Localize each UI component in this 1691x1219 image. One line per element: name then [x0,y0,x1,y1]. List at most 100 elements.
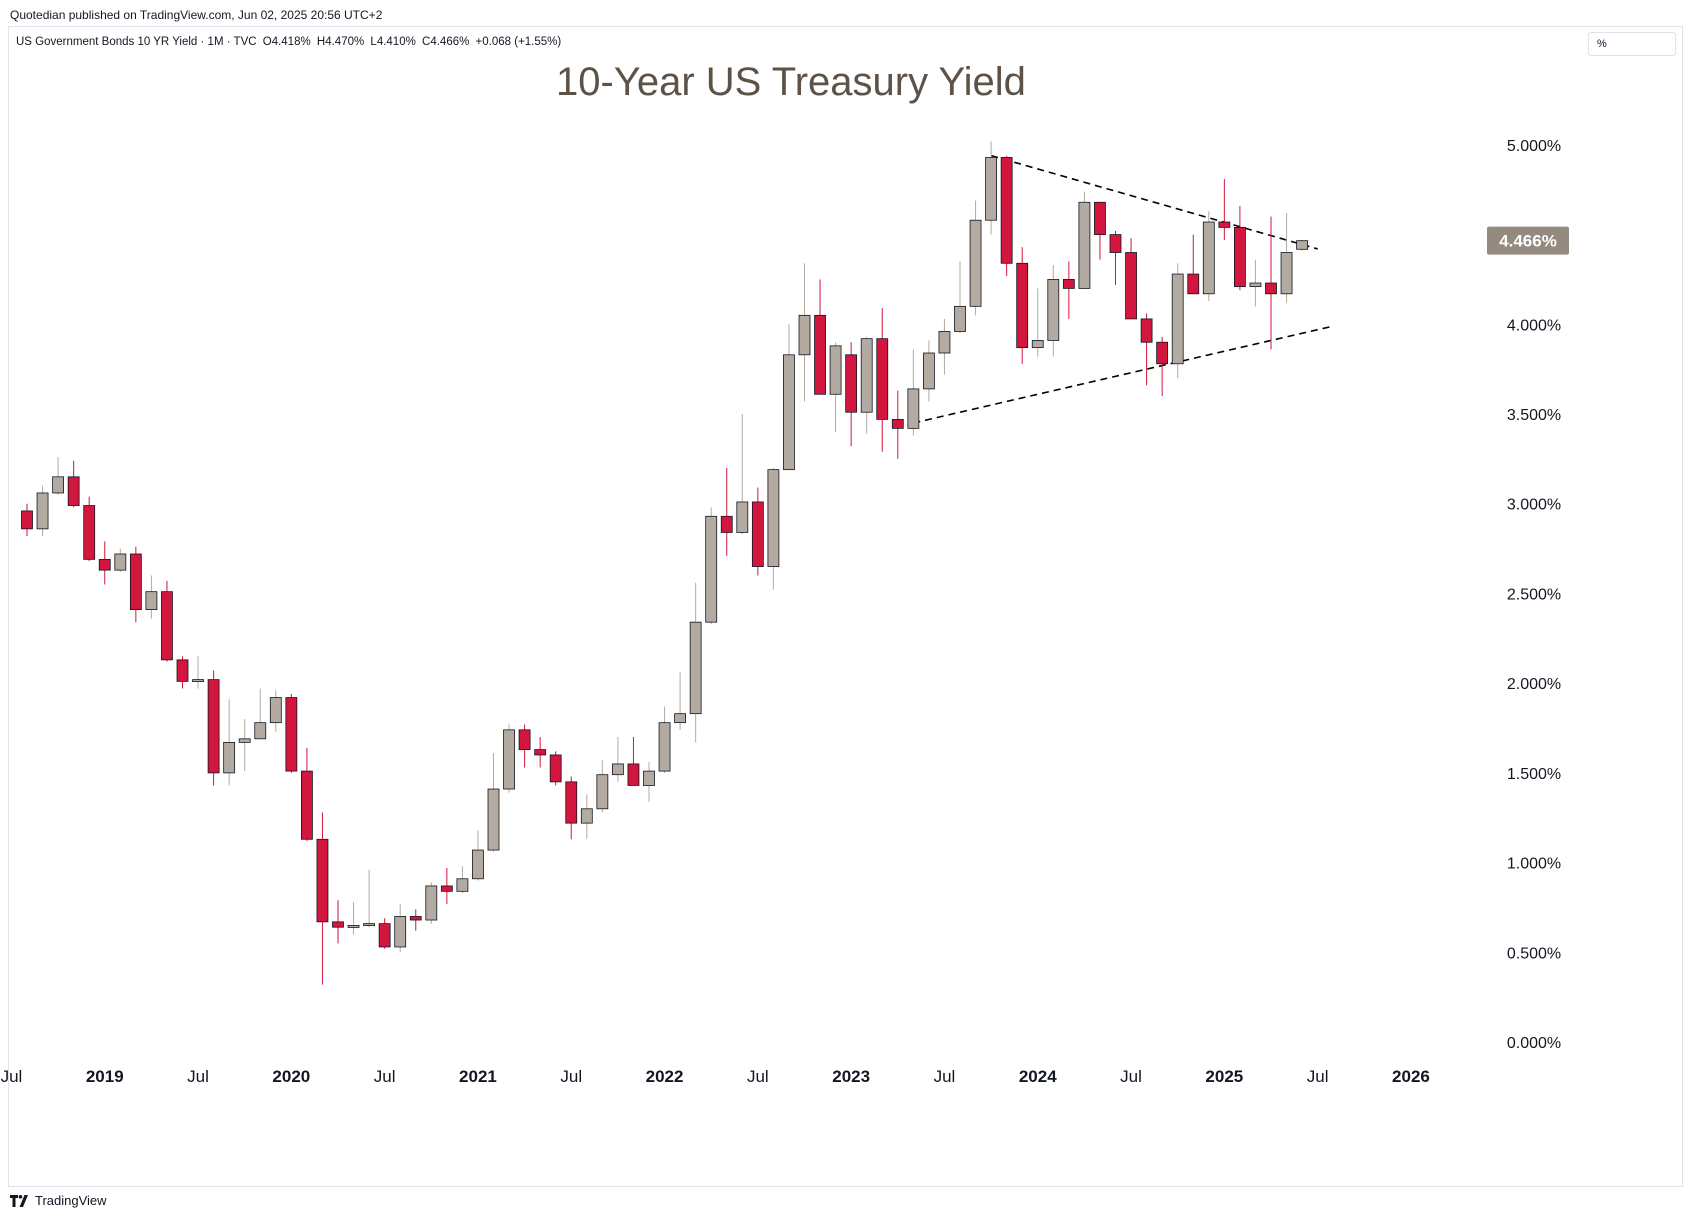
candle [658,706,671,773]
price-axis[interactable]: 5.000%4.500%4.000%3.500%3.000%2.500%2.00… [1507,138,1561,1052]
candle-body [52,476,64,494]
candle [767,467,780,590]
chart-title: 10-Year US Treasury Yield [556,60,1026,104]
candle-body [689,621,702,715]
candle [736,414,749,535]
y-tick-label: 0.500% [1507,945,1561,962]
candle [907,349,920,436]
candle [938,318,951,375]
candle-body [114,553,127,571]
y-tick-label: 1.000% [1507,856,1561,873]
candle [176,656,189,689]
candle-body [176,659,189,682]
candle [1109,230,1122,285]
ohlc-open: O4.418% [262,36,311,48]
candle-body [1078,201,1091,289]
candle [814,279,826,395]
candle [751,487,764,576]
candle-body [627,763,640,786]
candle [985,141,997,235]
candle-body [798,314,811,356]
candle-body [767,469,780,567]
symbol-name[interactable]: US Government Bonds 10 YR Yield · 1M · T… [16,36,257,48]
candle-body [891,419,904,429]
price-unit-toggle[interactable]: % [1588,32,1676,56]
candle-body [985,157,997,221]
candle [67,460,80,508]
x-tick-label: 2021 [459,1067,497,1086]
candle-body [814,314,826,395]
candle-body [83,505,96,560]
candle-body [1171,273,1184,365]
candle-body [129,553,142,611]
y-tick-label: 2.000% [1507,676,1561,693]
y-tick-label: 5.000% [1507,138,1561,155]
candle [1218,178,1231,240]
y-tick-label: 2.500% [1507,586,1561,603]
candle-body [860,338,873,413]
candle-body [487,788,500,851]
candle [954,261,966,334]
candle [798,263,811,402]
candle [456,866,469,894]
candle [1016,247,1029,364]
candle [1249,259,1262,307]
candle-body [1016,262,1029,349]
symbol-info-bar: US Government Bonds 10 YR Yield · 1M · T… [16,36,564,48]
candle-body [923,352,935,390]
candle [425,882,438,924]
candle-body [518,729,531,750]
candle-body [300,770,313,840]
candle-body [565,781,578,824]
candle-body [580,808,593,824]
candle-body [1031,340,1044,349]
candle [503,724,515,793]
candle-body [472,849,484,880]
candle-body [285,697,298,772]
candle-body [98,558,111,571]
candle [705,507,718,624]
candle [1171,263,1184,379]
candle-body [736,501,749,533]
x-tick-label: Jul [1307,1067,1329,1086]
candle-body [876,338,889,420]
candle-body [409,916,422,921]
candle-body [1280,252,1293,295]
candle [347,902,360,935]
tradingview-footer[interactable]: TradingView [10,1193,107,1208]
y-tick-label: 0.000% [1507,1035,1561,1052]
candle [394,903,407,953]
candle-body [829,345,842,395]
candle [36,485,49,537]
candle [114,548,127,572]
x-tick-label: 2023 [832,1067,870,1086]
candle-body [145,591,158,611]
candle [285,693,298,773]
candle-body [705,515,718,623]
candle [1156,336,1169,397]
candle-body [534,749,547,756]
candle-body [456,878,469,892]
candle [254,688,267,740]
x-tick-label: Jul [374,1067,396,1086]
candle-body [347,925,360,928]
candle-body [394,916,407,948]
trendline-layer [913,154,1334,424]
candle-body [751,501,764,567]
candle-body [1109,234,1122,253]
candle-body [612,763,624,776]
candle [487,753,500,852]
x-tick-label: Jul [934,1067,956,1086]
time-axis[interactable]: Jul 2019 Jul 2020 Jul 2021 Jul 2022 Jul 2023 Jul 20… [1,1067,1430,1086]
chart-frame [8,26,1683,1187]
candle [783,324,795,471]
candle [596,760,609,813]
candle-body [549,754,562,783]
candle-body [969,219,982,307]
candle-body [254,722,267,740]
candle [223,699,236,786]
y-tick-label: 4.000% [1507,317,1561,334]
x-tick-label: 2019 [86,1067,124,1086]
lower-trendline [913,325,1334,424]
